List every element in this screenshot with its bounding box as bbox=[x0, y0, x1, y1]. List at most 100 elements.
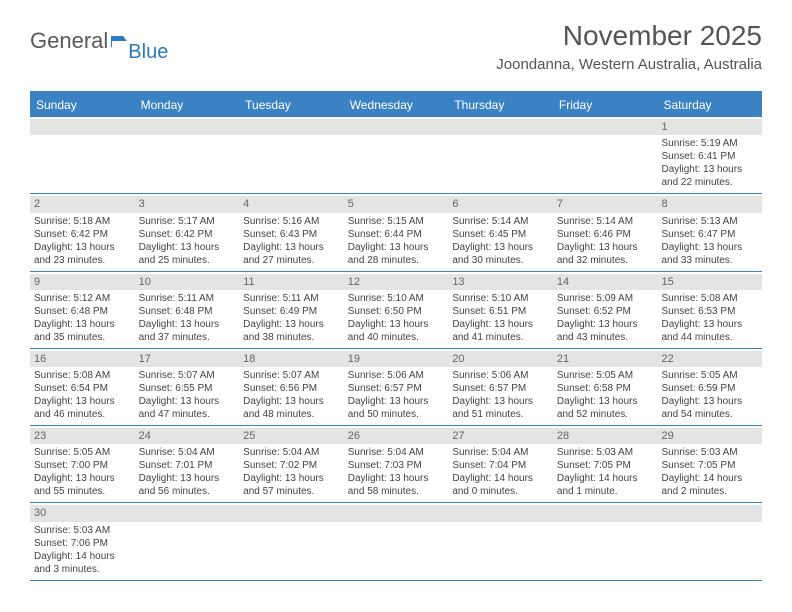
daynum-strip: 7 bbox=[553, 196, 658, 212]
day-number: 2 bbox=[34, 198, 40, 210]
daylight-text: Daylight: 13 hours bbox=[557, 241, 654, 254]
day-number: 13 bbox=[452, 276, 464, 288]
sunrise-text: Sunrise: 5:09 AM bbox=[557, 292, 654, 305]
sunset-text: Sunset: 6:41 PM bbox=[661, 150, 758, 163]
daynum-strip bbox=[239, 119, 344, 135]
daylight-text: and 56 minutes. bbox=[139, 485, 236, 498]
sunset-text: Sunset: 6:56 PM bbox=[243, 382, 340, 395]
daylight-text: Daylight: 13 hours bbox=[139, 395, 236, 408]
sunrise-text: Sunrise: 5:04 AM bbox=[452, 446, 549, 459]
week-row: 1Sunrise: 5:19 AMSunset: 6:41 PMDaylight… bbox=[30, 117, 762, 194]
daylight-text: Daylight: 13 hours bbox=[139, 472, 236, 485]
sunset-text: Sunset: 6:48 PM bbox=[139, 305, 236, 318]
daynum-strip: 15 bbox=[657, 274, 762, 290]
daylight-text: and 52 minutes. bbox=[557, 408, 654, 421]
daylight-text: Daylight: 14 hours bbox=[452, 472, 549, 485]
daylight-text: Daylight: 13 hours bbox=[661, 241, 758, 254]
sunset-text: Sunset: 6:52 PM bbox=[557, 305, 654, 318]
daynum-strip: 10 bbox=[135, 274, 240, 290]
daynum-strip: 23 bbox=[30, 428, 135, 444]
daynum-strip bbox=[30, 119, 135, 135]
calendar-cell: 19Sunrise: 5:06 AMSunset: 6:57 PMDayligh… bbox=[344, 349, 449, 425]
daynum-strip: 30 bbox=[30, 505, 135, 521]
daynum-strip: 11 bbox=[239, 274, 344, 290]
daylight-text: and 55 minutes. bbox=[34, 485, 131, 498]
daynum-strip bbox=[344, 505, 449, 521]
day-number: 22 bbox=[661, 353, 673, 365]
sunset-text: Sunset: 6:57 PM bbox=[452, 382, 549, 395]
day-header-sun: Sunday bbox=[30, 93, 135, 117]
daylight-text: Daylight: 13 hours bbox=[243, 472, 340, 485]
daylight-text: Daylight: 14 hours bbox=[557, 472, 654, 485]
day-number: 5 bbox=[348, 198, 354, 210]
day-number: 7 bbox=[557, 198, 563, 210]
sunset-text: Sunset: 7:03 PM bbox=[348, 459, 445, 472]
sunset-text: Sunset: 6:43 PM bbox=[243, 228, 340, 241]
day-number bbox=[452, 121, 455, 133]
day-header-thu: Thursday bbox=[448, 93, 553, 117]
day-number bbox=[34, 121, 37, 133]
week-row: 2Sunrise: 5:18 AMSunset: 6:42 PMDaylight… bbox=[30, 194, 762, 271]
calendar: Sunday Monday Tuesday Wednesday Thursday… bbox=[30, 91, 762, 581]
sunrise-text: Sunrise: 5:11 AM bbox=[243, 292, 340, 305]
daylight-text: Daylight: 13 hours bbox=[348, 318, 445, 331]
daylight-text: Daylight: 13 hours bbox=[557, 395, 654, 408]
sunrise-text: Sunrise: 5:14 AM bbox=[452, 215, 549, 228]
sunset-text: Sunset: 7:05 PM bbox=[661, 459, 758, 472]
sunset-text: Sunset: 7:06 PM bbox=[34, 537, 131, 550]
daylight-text: Daylight: 13 hours bbox=[661, 395, 758, 408]
day-number bbox=[243, 507, 246, 519]
sunrise-text: Sunrise: 5:06 AM bbox=[452, 369, 549, 382]
calendar-cell: 7Sunrise: 5:14 AMSunset: 6:46 PMDaylight… bbox=[553, 194, 658, 270]
calendar-cell: 11Sunrise: 5:11 AMSunset: 6:49 PMDayligh… bbox=[239, 272, 344, 348]
calendar-cell: 14 Sunrise: 5:09 AMSunset: 6:52 PMDayligh… bbox=[553, 272, 658, 348]
daynum-strip: 16 bbox=[30, 351, 135, 367]
calendar-cell: 8Sunrise: 5:13 AMSunset: 6:47 PMDaylight… bbox=[657, 194, 762, 270]
calendar-cell: 1Sunrise: 5:19 AMSunset: 6:41 PMDaylight… bbox=[657, 117, 762, 193]
daylight-text: and 1 minute. bbox=[557, 485, 654, 498]
sunrise-text: Sunrise: 5:15 AM bbox=[348, 215, 445, 228]
day-number: 28 bbox=[557, 430, 569, 442]
daylight-text: and 22 minutes. bbox=[661, 176, 758, 189]
sunset-text: Sunset: 6:55 PM bbox=[139, 382, 236, 395]
sunset-text: Sunset: 6:42 PM bbox=[34, 228, 131, 241]
day-number: 25 bbox=[243, 430, 255, 442]
daylight-text: and 2 minutes. bbox=[661, 485, 758, 498]
calendar-cell bbox=[135, 503, 240, 579]
daylight-text: Daylight: 14 hours bbox=[34, 550, 131, 563]
calendar-cell: 23Sunrise: 5:05 AMSunset: 7:00 PMDayligh… bbox=[30, 426, 135, 502]
day-number: 21 bbox=[557, 353, 569, 365]
sunrise-text: Sunrise: 5:05 AM bbox=[34, 446, 131, 459]
calendar-cell bbox=[448, 117, 553, 193]
calendar-cell: 30Sunrise: 5:03 AMSunset: 7:06 PMDayligh… bbox=[30, 503, 135, 579]
daylight-text: and 32 minutes. bbox=[557, 254, 654, 267]
daylight-text: and 41 minutes. bbox=[452, 331, 549, 344]
calendar-cell: 3Sunrise: 5:17 AMSunset: 6:42 PMDaylight… bbox=[135, 194, 240, 270]
sunrise-text: Sunrise: 5:08 AM bbox=[661, 292, 758, 305]
day-number: 3 bbox=[139, 198, 145, 210]
sunset-text: Sunset: 6:54 PM bbox=[34, 382, 131, 395]
day-number: 9 bbox=[34, 276, 40, 288]
calendar-cell bbox=[344, 117, 449, 193]
day-number bbox=[661, 507, 664, 519]
daylight-text: Daylight: 13 hours bbox=[557, 318, 654, 331]
daynum-strip bbox=[553, 119, 658, 135]
daynum-strip: 27 bbox=[448, 428, 553, 444]
calendar-cell: 16 Sunrise: 5:08 AMSunset: 6:54 PMDayligh… bbox=[30, 349, 135, 425]
sunrise-text: Sunrise: 5:08 AM bbox=[34, 369, 131, 382]
day-number: 27 bbox=[452, 430, 464, 442]
sunrise-text: Sunrise: 5:03 AM bbox=[557, 446, 654, 459]
daylight-text: Daylight: 13 hours bbox=[34, 395, 131, 408]
sunset-text: Sunset: 6:53 PM bbox=[661, 305, 758, 318]
daynum-strip: 2 bbox=[30, 196, 135, 212]
title-block: November 2025 Joondanna, Western Austral… bbox=[496, 20, 762, 73]
week-row: 9Sunrise: 5:12 AMSunset: 6:48 PMDaylight… bbox=[30, 272, 762, 349]
daynum-strip: 4 bbox=[239, 196, 344, 212]
daynum-strip: 14 bbox=[553, 274, 658, 290]
day-number: 24 bbox=[139, 430, 151, 442]
sunrise-text: Sunrise: 5:05 AM bbox=[661, 369, 758, 382]
daylight-text: Daylight: 13 hours bbox=[243, 318, 340, 331]
daynum-strip: 5 bbox=[344, 196, 449, 212]
daylight-text: and 25 minutes. bbox=[139, 254, 236, 267]
daynum-strip: 12 bbox=[344, 274, 449, 290]
